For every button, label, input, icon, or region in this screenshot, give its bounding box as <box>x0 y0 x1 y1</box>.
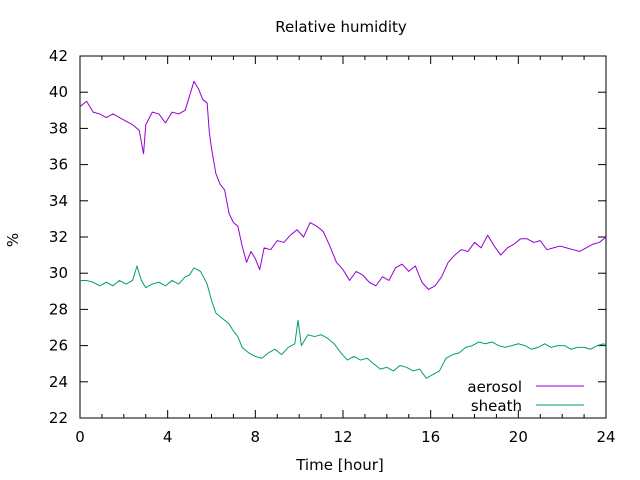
y-tick-label: 22 <box>49 409 68 427</box>
x-tick-label: 0 <box>75 428 85 446</box>
legend-label-sheath: sheath <box>471 397 522 415</box>
legend: aerosol sheath <box>467 378 584 415</box>
x-tick-label: 20 <box>509 428 528 446</box>
y-tick-label: 36 <box>49 156 68 174</box>
y-tick-label: 34 <box>49 192 68 210</box>
x-tick-label: 8 <box>251 428 261 446</box>
legend-label-aerosol: aerosol <box>467 378 522 396</box>
y-tick-label: 42 <box>49 47 68 65</box>
x-tick-label: 16 <box>421 428 440 446</box>
y-tick-label: 30 <box>49 264 68 282</box>
y-tick-label: 28 <box>49 300 68 318</box>
y-tick-label: 24 <box>49 373 68 391</box>
x-axis-label: Time [hour] <box>295 456 384 474</box>
y-tick-label: 32 <box>49 228 68 246</box>
y-axis-label: % <box>4 233 22 247</box>
y-axis: 22 24 26 28 30 32 34 36 38 40 42 <box>49 47 606 427</box>
series-line-aerosol <box>79 80 607 290</box>
series-line-sheath <box>80 265 607 379</box>
chart-title: Relative humidity <box>275 18 407 36</box>
x-tick-label: 12 <box>333 428 352 446</box>
x-tick-label: 4 <box>163 428 173 446</box>
y-tick-label: 40 <box>49 83 68 101</box>
x-tick-label: 24 <box>596 428 615 446</box>
series-layer <box>79 80 607 379</box>
x-axis: 0 4 8 12 16 20 24 <box>75 56 616 446</box>
y-tick-label: 26 <box>49 337 68 355</box>
y-tick-label: 38 <box>49 119 68 137</box>
